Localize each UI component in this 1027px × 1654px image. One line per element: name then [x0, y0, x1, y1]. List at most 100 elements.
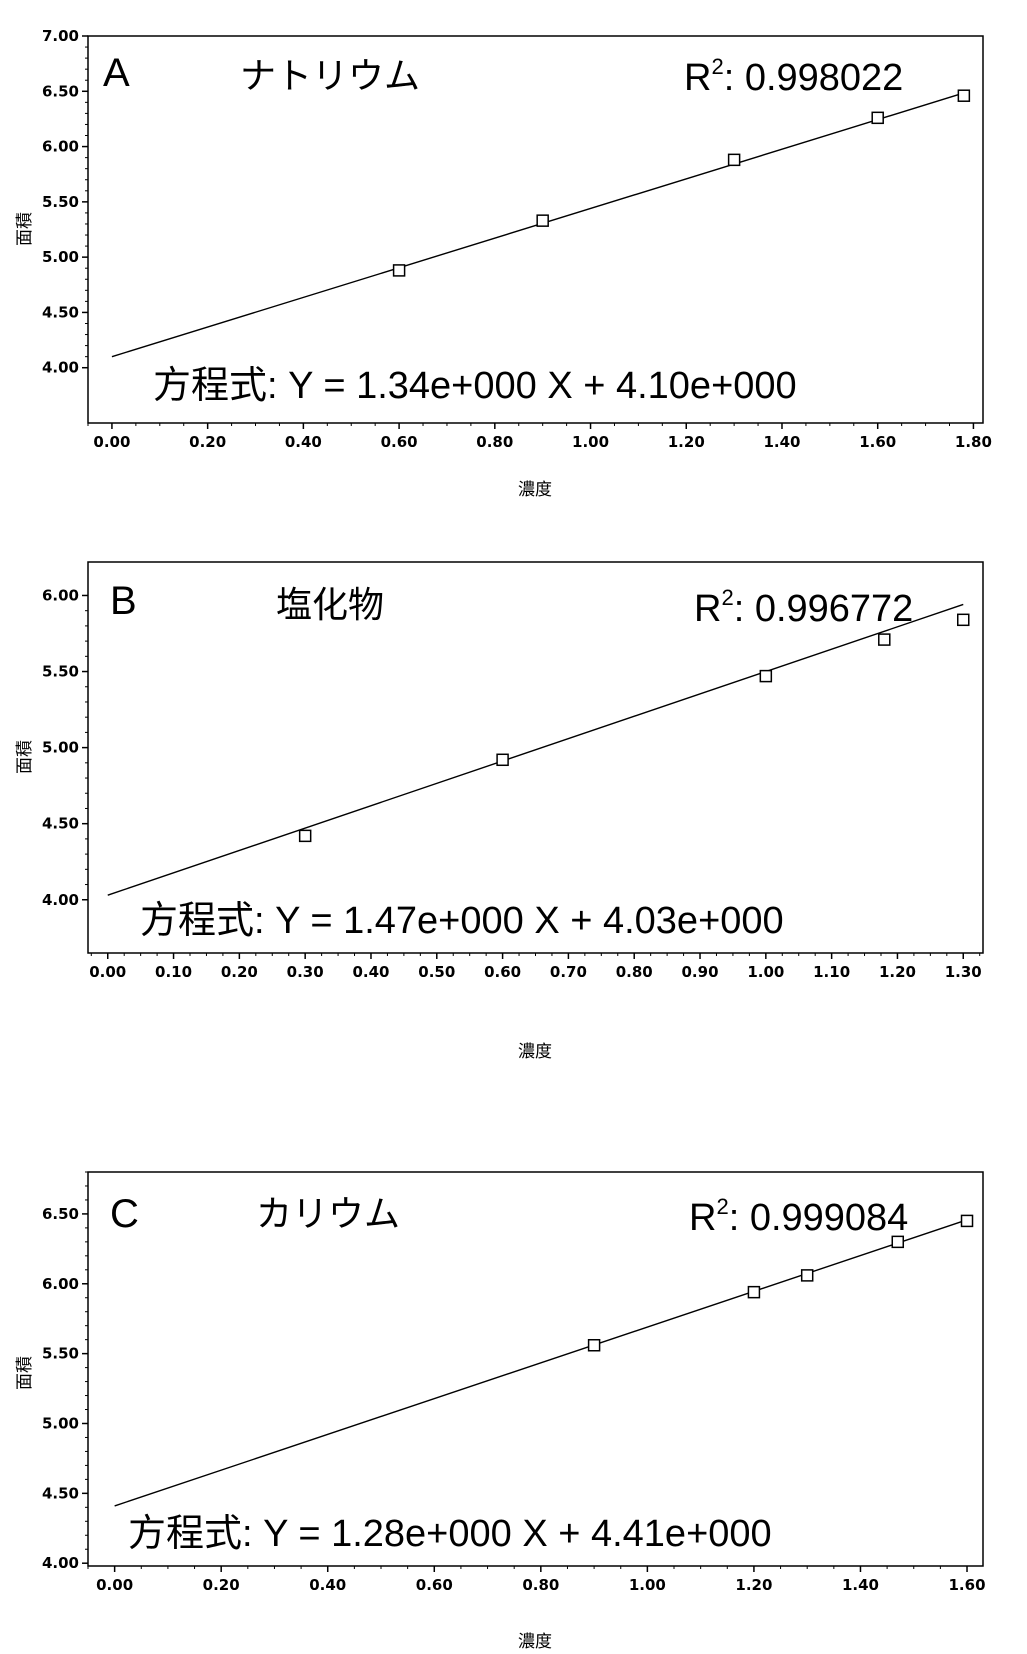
data-point: [960, 1214, 974, 1228]
x-tick-label: 0.20: [221, 963, 258, 981]
y-tick-label: 5.00: [42, 248, 79, 266]
r-squared-exponent: 2: [716, 1194, 728, 1219]
y-tick-label: 4.50: [42, 1484, 79, 1502]
data-point: [878, 633, 891, 646]
x-tick-label: 1.60: [859, 433, 896, 451]
data-point: [800, 1269, 814, 1282]
y-tick-label: 5.50: [42, 663, 79, 681]
chart-panel-a: 4.00 4.50 5.00 5.50 6.00 6.50 7.00 0.00 0.20 0.40…: [15, 27, 992, 500]
x-tick-label: 1.40: [842, 1576, 879, 1594]
y-axis-label: 面積: [15, 1356, 35, 1390]
r-squared: R2: 0.999084: [689, 1194, 908, 1239]
x-tick-label: 0.80: [476, 433, 513, 451]
y-tick-label: 6.50: [42, 1205, 79, 1223]
x-tick-label: 0.90: [682, 963, 719, 981]
data-point: [957, 89, 971, 102]
y-tick-label: 4.50: [42, 303, 79, 321]
x-tick-label: 1.40: [763, 433, 800, 451]
data-point: [759, 669, 773, 683]
y-axis-label: 面積: [15, 740, 35, 774]
x-tick-label: 0.10: [155, 963, 192, 981]
y-tick-label: 5.00: [42, 1414, 79, 1432]
fit-line: [107, 603, 964, 896]
x-tick-label: 1.00: [747, 963, 784, 981]
data-point: [392, 264, 406, 277]
panel-letter: A: [103, 51, 130, 95]
r-squared-exponent: 2: [711, 54, 723, 79]
y-tick-label: 6.00: [42, 138, 79, 156]
plot-frame: [87, 1171, 984, 1567]
x-tick-label: 1.00: [629, 1576, 666, 1594]
x-tick-label: 0.80: [522, 1576, 559, 1594]
r-squared-value: : 0.999084: [729, 1197, 909, 1239]
fit-equation: 方程式: Y = 1.28e+000 X + 4.41e+000: [128, 1513, 772, 1555]
x-axis-label: 濃度: [518, 1042, 552, 1062]
x-tick-label: 0.00: [93, 433, 130, 451]
x-tick-label: 1.00: [572, 433, 609, 451]
data-point: [496, 753, 509, 767]
data-point: [587, 1338, 601, 1352]
x-tick-label: 0.40: [352, 963, 389, 981]
r-squared-symbol: R: [689, 1197, 716, 1239]
chart-title: 塩化物: [276, 585, 384, 626]
chart-panel-c: 4.00 4.50 5.00 5.50 6.00 6.50 0.00 0.20 0.40 0.60…: [15, 1171, 986, 1652]
r-squared-symbol: R: [684, 57, 711, 99]
r-squared-exponent: 2: [721, 585, 733, 610]
y-tick-label: 6.00: [42, 1275, 79, 1293]
data-point: [536, 214, 549, 227]
data-point: [891, 1235, 905, 1249]
data-point: [727, 153, 741, 167]
x-tick-label: 1.20: [735, 1576, 772, 1594]
chart-title: カリウム: [256, 1194, 400, 1235]
panel-letter: C: [110, 1192, 139, 1236]
x-tick-label: 0.20: [189, 433, 226, 451]
r-squared: R2: 0.996772: [694, 585, 913, 630]
y-axis-label: 面積: [15, 212, 35, 246]
x-tick-label: 1.80: [955, 433, 992, 451]
y-tick-label: 5.50: [42, 193, 79, 211]
panel-letter: B: [110, 579, 137, 623]
chart-panel-b: 4.00 4.50 5.00 5.50 6.00 0.00 0.10 0.20 0.30 0.40…: [15, 561, 984, 1062]
x-tick-label: 0.20: [203, 1576, 240, 1594]
data-point: [957, 613, 970, 627]
fit-equation: 方程式: Y = 1.34e+000 X + 4.10e+000: [153, 365, 797, 407]
x-tick-label: 1.10: [813, 963, 850, 981]
x-tick-label: 1.60: [949, 1576, 986, 1594]
x-tick-label: 0.40: [285, 433, 322, 451]
fit-line: [114, 1219, 968, 1507]
x-axis-label: 濃度: [518, 1632, 552, 1652]
r-squared-value: : 0.998022: [724, 57, 904, 99]
y-tick-label: 4.50: [42, 815, 79, 833]
y-tick-label: 6.00: [42, 586, 79, 604]
y-tick-label: 4.00: [42, 891, 79, 909]
data-point: [747, 1285, 761, 1299]
x-tick-label: 0.60: [381, 433, 418, 451]
x-tick-label: 0.50: [418, 963, 455, 981]
r-squared: R2: 0.998022: [684, 54, 903, 99]
chart-title: ナトリウム: [240, 56, 420, 97]
fit-equation: 方程式: Y = 1.47e+000 X + 4.03e+000: [140, 900, 784, 942]
plot-frame: [87, 35, 984, 424]
r-squared-value: : 0.996772: [734, 588, 914, 630]
x-tick-label: 0.00: [96, 1576, 133, 1594]
y-tick-label: 5.00: [42, 739, 79, 757]
x-tick-label: 0.70: [550, 963, 587, 981]
data-point: [871, 111, 884, 125]
y-tick-label: 4.00: [42, 359, 79, 377]
y-tick-label: 7.00: [42, 27, 79, 45]
x-tick-label: 1.30: [945, 963, 982, 981]
x-tick-label: 0.80: [616, 963, 653, 981]
y-tick-label: 4.00: [42, 1554, 79, 1572]
data-point: [298, 829, 312, 843]
x-tick-label: 0.30: [287, 963, 324, 981]
r-squared-symbol: R: [694, 588, 721, 630]
x-tick-label: 0.00: [89, 963, 126, 981]
x-tick-label: 1.20: [668, 433, 705, 451]
x-tick-label: 0.60: [484, 963, 521, 981]
x-tick-label: 0.40: [309, 1576, 346, 1594]
y-tick-label: 6.50: [42, 82, 79, 100]
y-tick-label: 5.50: [42, 1345, 79, 1363]
x-axis-label: 濃度: [518, 480, 552, 500]
x-tick-label: 0.60: [416, 1576, 453, 1594]
